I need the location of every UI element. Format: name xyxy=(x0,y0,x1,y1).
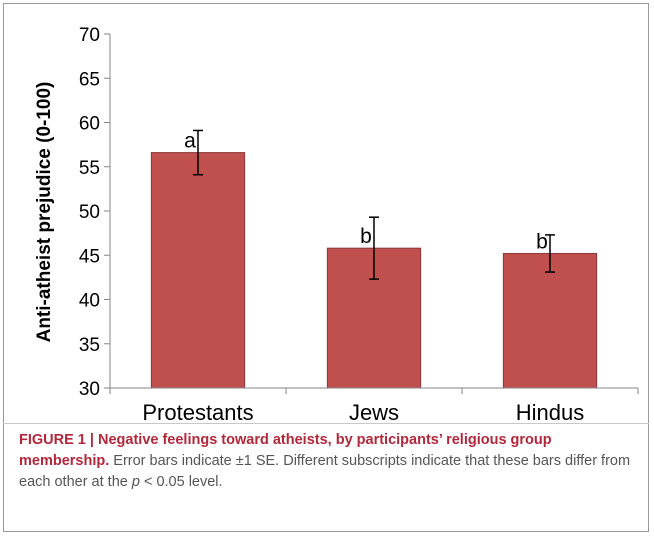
x-category-label: Hindus xyxy=(516,400,584,420)
caption-p-symbol: p xyxy=(131,474,140,490)
significance-label: b xyxy=(536,230,548,253)
bar-chart: 30 35 40 45 50 55 60 65 70 a b b Protestants Jews Hi… xyxy=(34,25,639,420)
bar-hindus xyxy=(502,252,598,389)
y-tick-label: 40 xyxy=(79,291,100,312)
significance-label: b xyxy=(360,225,372,248)
figure-caption: FIGURE 1 | Negative feelings toward athe… xyxy=(19,430,641,493)
caption-title: Negative feelings toward atheists, by pa… xyxy=(19,432,552,469)
bar-protestants xyxy=(150,152,246,389)
y-tick-label: 45 xyxy=(79,246,100,267)
y-tick-label: 50 xyxy=(79,202,100,223)
significance-labels: a b b xyxy=(184,130,548,254)
y-tick-label: 30 xyxy=(79,379,100,400)
significance-label: a xyxy=(184,130,196,153)
caption-text-end: < 0.05 level. xyxy=(139,474,223,490)
y-tick-label: 70 xyxy=(79,25,100,46)
error-bars xyxy=(193,129,555,280)
y-tick-label: 60 xyxy=(79,114,100,135)
y-tick-label: 55 xyxy=(79,158,100,179)
y-axis-title: Anti-atheist prejudice (0-100) xyxy=(34,82,55,343)
caption-figure-label: FIGURE 1 | xyxy=(19,432,98,448)
y-tick-label: 35 xyxy=(79,335,100,356)
caption-text: Error bars indicate ±1 SE. Different sub… xyxy=(19,453,631,490)
y-tick-label: 65 xyxy=(79,69,100,90)
caption-divider xyxy=(3,423,649,424)
x-category-label: Jews xyxy=(349,400,399,420)
x-axis: Protestants Jews Hindus xyxy=(109,387,639,420)
x-category-label: Protestants xyxy=(142,400,253,420)
y-axis: 30 35 40 45 50 55 60 65 70 xyxy=(79,25,111,400)
